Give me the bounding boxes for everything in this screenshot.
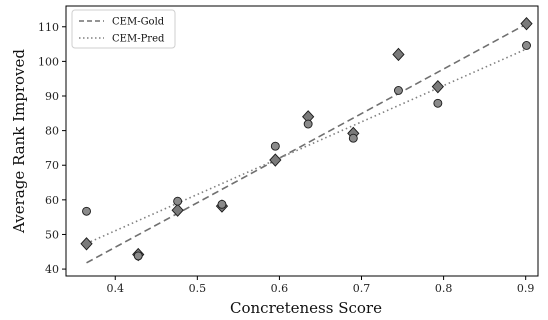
point-cem-pred bbox=[133, 251, 143, 261]
point-cem-pred bbox=[522, 41, 531, 50]
y-tick-label: 80 bbox=[45, 125, 59, 138]
fit-line-cem-pred bbox=[86, 48, 527, 245]
x-tick-label: 0.8 bbox=[435, 282, 453, 295]
point-cem-gold bbox=[80, 237, 93, 251]
x-tick-label: 0.5 bbox=[189, 282, 207, 295]
fit-lines bbox=[86, 23, 527, 264]
x-axis-title: Concreteness Score bbox=[230, 299, 382, 317]
legend-box bbox=[71, 9, 176, 49]
point-cem-pred bbox=[394, 86, 403, 95]
y-tick-label: 110 bbox=[38, 21, 59, 34]
y-tick-label: 60 bbox=[45, 194, 59, 207]
point-cem-gold bbox=[171, 203, 184, 217]
legend-label-cem-pred: CEM-Pred bbox=[112, 34, 165, 45]
point-cem-pred bbox=[217, 199, 227, 209]
y-axis-ticks: 40 50 60 70 80 90 100 110 bbox=[38, 21, 66, 276]
point-cem-pred bbox=[173, 196, 183, 206]
point-cem-pred bbox=[82, 206, 91, 216]
x-tick-label: 0.7 bbox=[353, 282, 371, 295]
x-axis-ticks: 0.4 0.5 0.6 0.7 0.8 0.9 bbox=[107, 276, 535, 295]
data-points bbox=[80, 16, 533, 262]
point-cem-gold bbox=[520, 16, 533, 31]
fit-line-cem-gold bbox=[86, 23, 527, 264]
y-tick-label: 40 bbox=[45, 263, 59, 276]
point-cem-gold bbox=[392, 47, 405, 62]
x-tick-label: 0.9 bbox=[517, 282, 535, 295]
point-cem-gold bbox=[431, 79, 444, 94]
point-cem-pred bbox=[303, 119, 313, 129]
x-tick-label: 0.6 bbox=[271, 282, 289, 295]
y-tick-label: 90 bbox=[45, 90, 59, 103]
y-axis-title: Average Rank Improved bbox=[10, 49, 28, 234]
y-tick-label: 50 bbox=[45, 228, 59, 241]
point-cem-gold bbox=[269, 153, 282, 167]
point-cem-pred bbox=[433, 98, 443, 108]
point-cem-pred bbox=[270, 141, 280, 151]
point-cem-pred bbox=[348, 133, 358, 143]
y-tick-label: 70 bbox=[45, 159, 59, 172]
legend-label-cem-gold: CEM-Gold bbox=[112, 17, 165, 28]
x-tick-label: 0.4 bbox=[107, 282, 125, 295]
plot-frame bbox=[65, 5, 539, 277]
legend: CEM-Gold CEM-Pred bbox=[71, 9, 176, 49]
y-tick-label: 100 bbox=[38, 55, 59, 68]
